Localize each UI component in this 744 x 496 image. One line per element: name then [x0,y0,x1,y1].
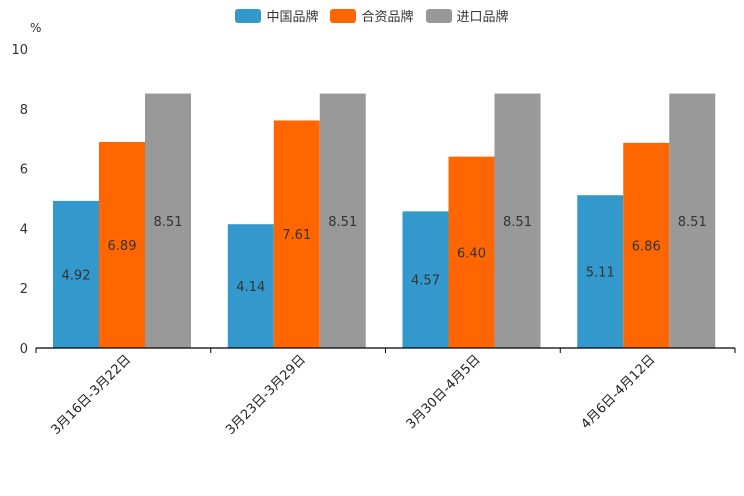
y-tick-label-2: 4 [20,222,28,237]
y-tick-label-1: 2 [20,282,28,297]
legend-item-china[interactable]: 中国品牌 [235,6,318,25]
y-tick-label-5: 10 [11,43,28,58]
legend-item-jv[interactable]: 合资品牌 [330,6,414,25]
data-label-2-0: 4.57 [411,274,440,289]
bar-2-1 [448,156,495,348]
y-axis-unit: % [30,21,42,35]
bar-3-1 [623,142,670,348]
bar-1-1 [273,120,320,348]
legend-item-import[interactable]: 进口品牌 [425,6,509,25]
data-label-2-2: 8.51 [503,215,532,230]
data-label-1-2: 8.51 [328,215,357,230]
bar-2-0 [402,211,449,348]
bar-0-2 [145,93,191,349]
bar-0-0 [53,200,99,348]
x-tick-label-3: 4月6日-4月12日 [579,352,659,432]
bar-3-2 [669,93,716,349]
data-label-3-0: 5.11 [586,266,615,281]
bar-2-2 [494,93,541,349]
legend-label-jv: 合资品牌 [361,10,414,25]
data-label-3-1: 6.86 [632,239,661,254]
x-tick-label-1: 3月23日-3月29日 [223,352,309,438]
bar-0-1 [99,141,145,348]
data-label-0-0: 4.92 [62,268,91,283]
y-tick-label-3: 6 [20,163,28,178]
bar-1-2 [319,93,366,349]
legend-label-china: 中国品牌 [266,10,319,25]
y-tick-label-0: 0 [20,342,28,357]
x-tick-label-2: 3月30日-4月5日 [404,352,484,432]
bar-1-0 [227,224,274,348]
data-label-0-1: 6.89 [108,239,137,254]
legend: 中国品牌 合资品牌 进口品牌 [0,6,744,25]
data-label-1-0: 4.14 [236,280,265,295]
x-tick-label-0: 3月16日-3月22日 [48,352,134,438]
data-label-3-2: 8.51 [678,215,707,230]
legend-swatch-import [425,8,452,23]
bar-3-0 [577,195,624,348]
y-tick-label-4: 8 [20,103,28,118]
data-label-2-1: 6.40 [457,246,486,261]
legend-label-import: 进口品牌 [456,10,509,25]
legend-swatch-jv [330,8,357,23]
data-label-1-1: 7.61 [282,228,311,243]
data-label-0-2: 8.51 [154,215,183,230]
legend-swatch-china [235,8,262,23]
